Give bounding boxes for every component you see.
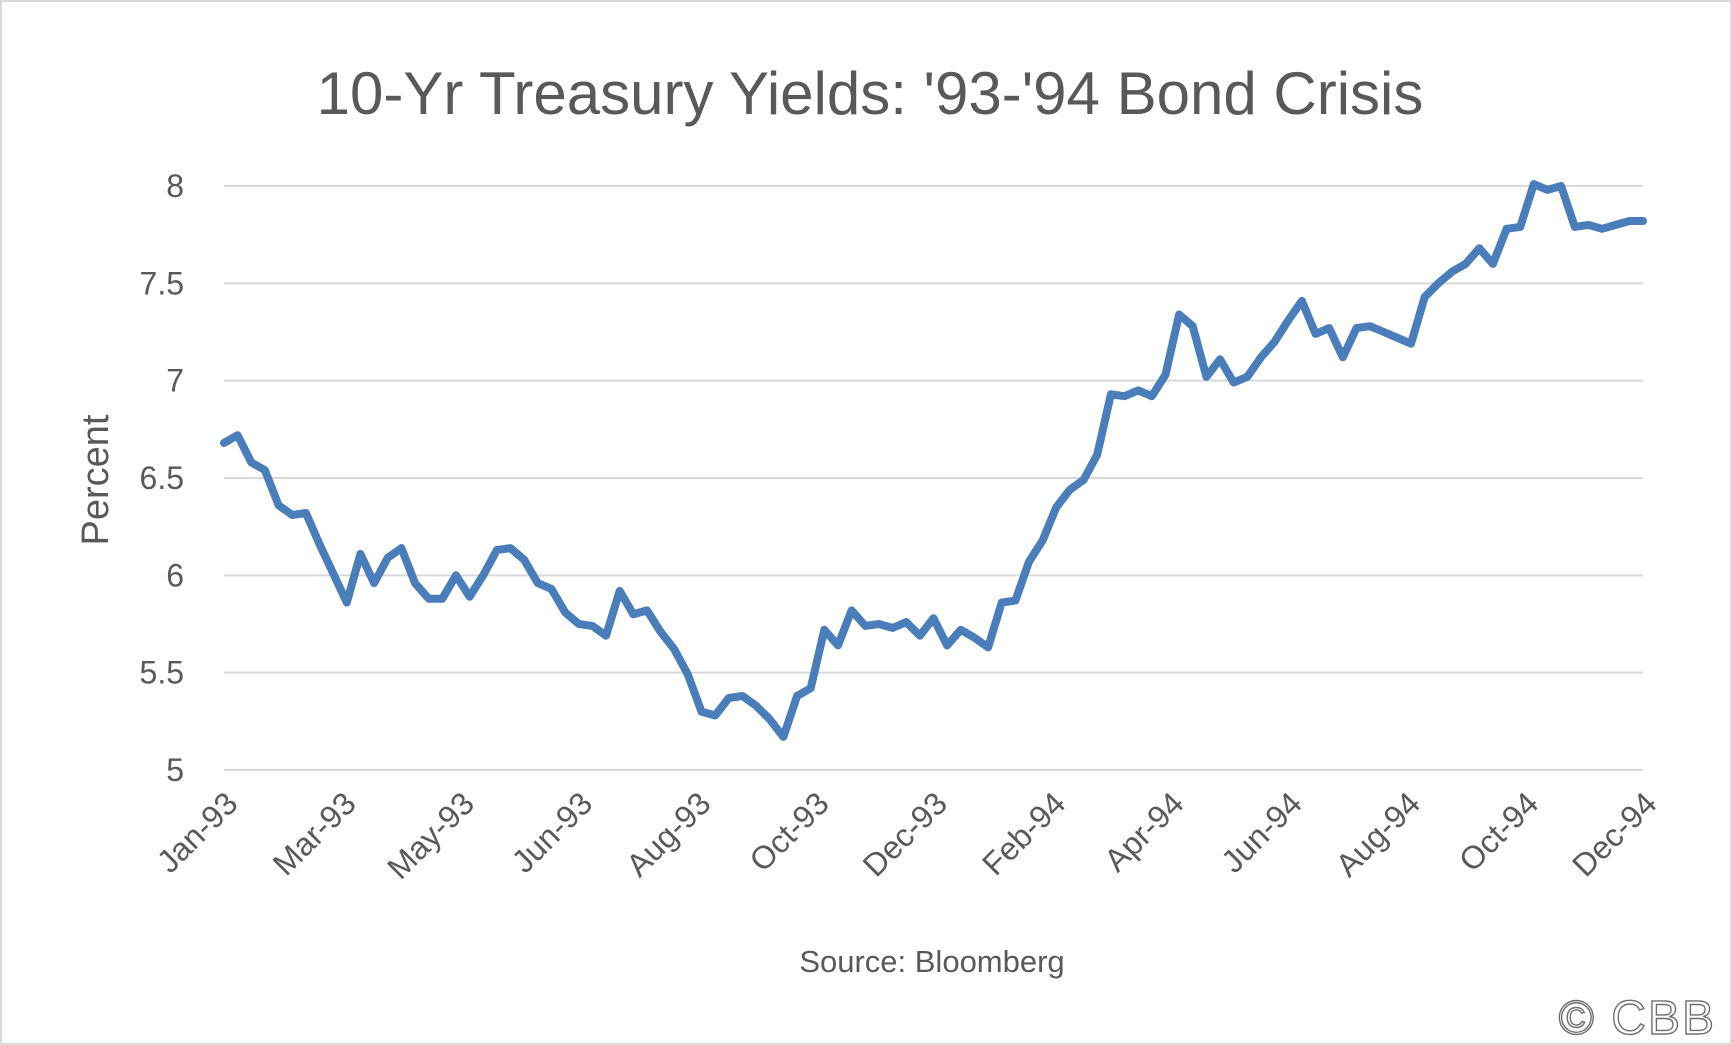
x-tick-label: Feb-94 <box>975 785 1072 882</box>
x-tick-label: Dec-93 <box>856 785 954 883</box>
x-tick-label: Apr-94 <box>1097 785 1190 878</box>
x-tick-label: Jun-94 <box>1214 785 1309 880</box>
copyright-watermark: © CBB <box>1558 992 1716 1045</box>
y-axis-ticks: 5 5.5 6 6.5 7 7.5 8 <box>140 168 184 788</box>
y-tick-label: 6.5 <box>140 460 184 496</box>
x-tick-label: Aug-94 <box>1329 785 1427 883</box>
x-tick-label: Oct-94 <box>1452 785 1545 878</box>
chart-title: 10-Yr Treasury Yields: '93-'94 Bond Cris… <box>317 60 1424 127</box>
y-tick-label: 8 <box>166 168 184 204</box>
y-tick-label: 5.5 <box>140 655 184 691</box>
x-tick-label: May-93 <box>380 785 481 886</box>
series-line <box>220 180 1647 741</box>
x-tick-label: Oct-93 <box>742 785 835 878</box>
x-tick-label: Aug-93 <box>619 785 717 883</box>
series-layer <box>220 180 1647 741</box>
y-tick-label: 7.5 <box>140 265 184 301</box>
x-tick-label: Dec-94 <box>1565 785 1663 883</box>
gridlines <box>224 185 1643 771</box>
y-tick-label: 6 <box>166 557 184 593</box>
x-axis-title-source: Source: Bloomberg <box>799 944 1064 979</box>
x-tick-label: Mar-93 <box>266 785 363 882</box>
x-tick-label: Jun-93 <box>505 785 600 880</box>
y-axis-title: Percent <box>75 414 117 545</box>
x-axis-ticks: Jan-93 Mar-93 May-93 Jun-93 Aug-93 Oct-93 Dec-… <box>150 785 1664 886</box>
x-tick-label: Jan-93 <box>150 785 245 880</box>
y-tick-label: 7 <box>166 363 184 399</box>
y-tick-label: 5 <box>166 752 184 788</box>
